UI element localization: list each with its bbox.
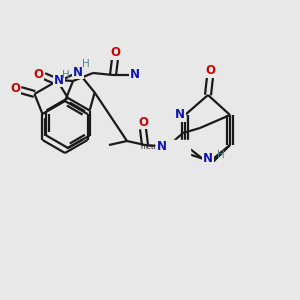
Text: O: O xyxy=(11,82,20,95)
Text: O: O xyxy=(138,116,148,128)
Text: N: N xyxy=(203,152,213,164)
Text: N: N xyxy=(130,68,140,82)
Text: O: O xyxy=(110,46,120,59)
Text: N: N xyxy=(54,74,64,86)
Text: H: H xyxy=(82,59,90,69)
Text: O: O xyxy=(33,68,43,80)
Text: N: N xyxy=(157,140,167,154)
Text: N: N xyxy=(175,109,185,122)
Text: H: H xyxy=(62,70,70,80)
Text: methyl: methyl xyxy=(141,144,165,150)
Text: O: O xyxy=(205,64,215,77)
Text: H: H xyxy=(217,150,225,160)
Text: N: N xyxy=(73,65,83,79)
